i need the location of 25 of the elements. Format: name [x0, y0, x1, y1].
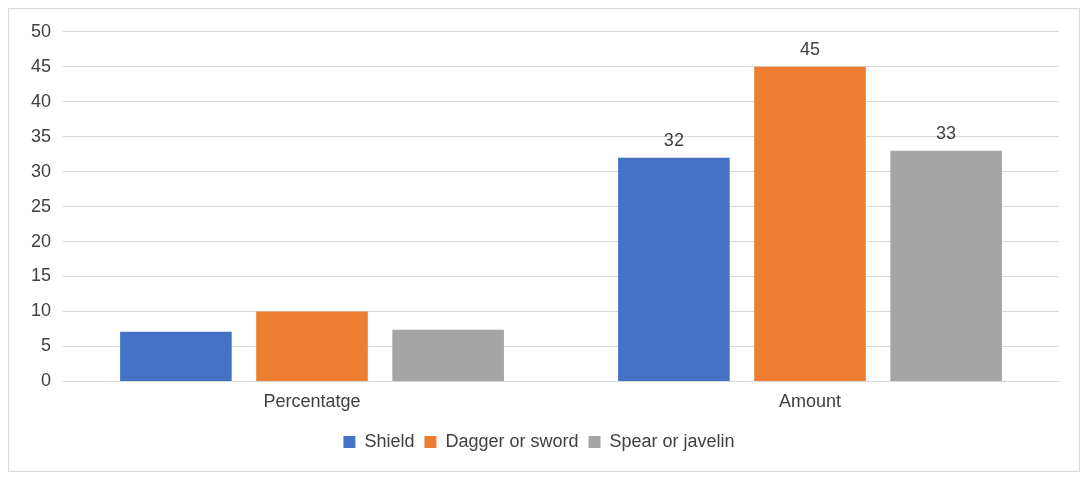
y-tick-label: 45: [30, 55, 52, 76]
y-tick-label: 10: [30, 300, 52, 321]
bar: [256, 311, 368, 381]
x-tick-label: Percentatge: [263, 391, 361, 412]
data-label: 32: [663, 129, 684, 150]
x-tick-label: Amount: [778, 391, 842, 412]
y-tick-label: 5: [41, 335, 52, 356]
data-label: 45: [799, 38, 821, 59]
y-tick-label: 15: [30, 265, 52, 286]
bar: [754, 66, 866, 381]
y-tick-label: 25: [30, 195, 52, 216]
y-tick-label: 0: [41, 370, 52, 391]
bar: [618, 157, 730, 381]
bar: [890, 150, 1002, 381]
legend-label: Spear or javelin: [609, 430, 735, 451]
legend-label: Dagger or sword: [445, 430, 579, 451]
bar: [392, 329, 504, 381]
y-tick-label: 50: [30, 20, 52, 41]
y-tick-label: 30: [30, 160, 52, 181]
y-tick-label: 20: [30, 230, 52, 251]
bar: [120, 331, 232, 381]
data-label: 33: [936, 122, 957, 143]
legend-label: Shield: [364, 430, 415, 451]
y-tick-label: 35: [30, 125, 52, 146]
y-tick-label: 40: [30, 90, 52, 111]
